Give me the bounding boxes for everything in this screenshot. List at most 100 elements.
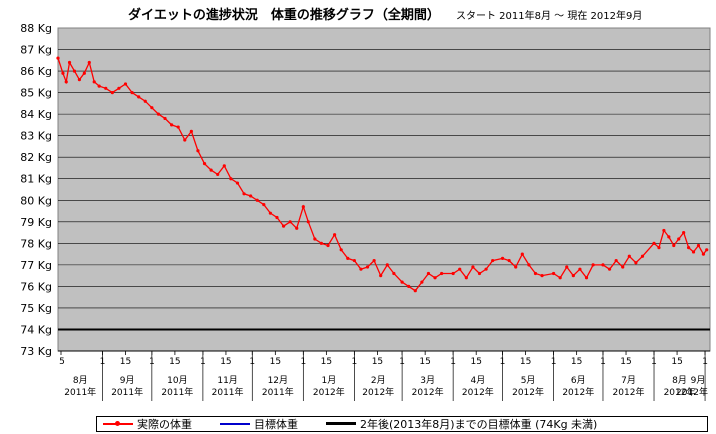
data-point <box>682 230 686 235</box>
x-month-label: 9月 <box>691 375 706 386</box>
legend-swatch-target <box>326 419 356 429</box>
data-point <box>540 274 544 278</box>
data-point <box>163 116 167 121</box>
x-month-label: 3月 <box>420 375 435 386</box>
x-month-label: 6月 <box>571 375 586 386</box>
data-point <box>607 267 612 271</box>
data-point <box>634 261 638 265</box>
legend-label-target: 2年後(2013年8月)までの目標体重 (74Kg 未満) <box>360 418 598 431</box>
y-tick-label: 79 Kg <box>20 216 52 229</box>
x-year-label: 2012年 <box>362 386 394 398</box>
x-day-tick-label: 15 <box>571 357 582 367</box>
y-tick-label: 73 Kg <box>20 345 52 358</box>
x-day-tick-label: 15 <box>169 357 180 367</box>
data-point <box>571 274 575 278</box>
y-axis-ticks: 73 Kg 74 Kg 75 Kg 76 Kg 77 Kg 78 Kg 79 Kg 80 Kg… <box>20 22 52 358</box>
data-point <box>565 265 569 269</box>
y-tick-label: 82 Kg <box>20 151 52 164</box>
x-year-label: 2012年 <box>676 386 708 398</box>
data-point <box>130 91 134 95</box>
data-point <box>346 256 350 261</box>
data-point <box>677 237 681 241</box>
actual-weight-series <box>56 56 709 293</box>
data-point <box>662 228 666 233</box>
data-point <box>458 267 462 271</box>
data-point <box>77 78 82 82</box>
x-day-tick-label: 15 <box>270 357 281 367</box>
legend-swatch-goal <box>220 419 250 429</box>
x-day-tick-label: 15 <box>220 357 231 367</box>
data-point <box>209 168 213 172</box>
data-point <box>333 233 337 237</box>
data-point <box>696 243 701 248</box>
x-year-label: 2012年 <box>412 386 444 398</box>
x-month-label: 8月 <box>73 375 88 386</box>
data-point <box>262 202 266 207</box>
x-month-label: 4月 <box>470 375 485 386</box>
data-point <box>379 274 383 278</box>
y-tick-label: 83 Kg <box>20 130 52 143</box>
data-point <box>558 276 562 280</box>
data-point <box>67 60 72 65</box>
x-day-tick-label: 15 <box>671 357 682 367</box>
x-month-label: 8月 <box>672 375 687 386</box>
data-point <box>520 252 524 256</box>
data-point <box>621 265 625 269</box>
legend-item-goal: 目標体重 <box>214 416 298 432</box>
x-year-label: 2011年 <box>262 386 294 398</box>
x-day-tick-label: 5 <box>59 357 65 367</box>
data-point <box>339 248 343 252</box>
data-point <box>156 112 161 116</box>
data-point <box>150 106 154 110</box>
data-point <box>601 263 605 267</box>
data-point <box>117 86 121 90</box>
data-point <box>229 177 233 181</box>
chart-subtitle: スタート 2011年8月 〜 現在 2012年9月 <box>456 9 642 22</box>
x-year-label: 2012年 <box>512 386 544 398</box>
data-point <box>392 271 396 276</box>
data-point <box>275 215 279 220</box>
data-point <box>400 280 404 284</box>
x-month-label: 5月 <box>521 375 536 386</box>
data-point <box>627 254 631 258</box>
data-point <box>110 91 114 95</box>
data-point <box>451 271 455 276</box>
data-point <box>72 69 77 73</box>
legend: 実際の体重 目標体重 2年後(2013年8月)までの目標体重 (74Kg 未満) <box>96 416 708 432</box>
data-point <box>183 138 187 142</box>
y-tick-label: 88 Kg <box>20 22 52 35</box>
data-point <box>413 289 417 293</box>
data-point <box>640 254 645 258</box>
x-year-label: 2012年 <box>562 386 594 398</box>
data-point <box>222 164 226 168</box>
data-point <box>433 276 437 280</box>
data-point <box>242 192 246 196</box>
y-tick-label: 75 Kg <box>20 302 52 315</box>
data-point <box>551 271 556 276</box>
y-tick-label: 85 Kg <box>20 87 52 100</box>
data-point <box>500 256 505 261</box>
x-month-label: 12月 <box>268 375 288 386</box>
data-point <box>591 263 595 267</box>
data-point <box>123 82 128 86</box>
data-point <box>56 56 60 60</box>
x-month-label: 7月 <box>621 375 636 386</box>
legend-swatch-actual <box>103 419 133 429</box>
data-point <box>578 267 582 271</box>
x-day-tick-label: 15 <box>419 357 430 367</box>
data-point <box>92 80 96 84</box>
y-tick-label: 86 Kg <box>20 65 52 78</box>
y-tick-label: 81 Kg <box>20 173 52 186</box>
data-point <box>295 226 299 230</box>
data-point <box>288 220 292 224</box>
y-tick-label: 74 Kg <box>20 323 52 336</box>
x-month-label: 2月 <box>371 375 386 386</box>
data-point <box>533 271 538 276</box>
data-point <box>249 194 253 198</box>
data-point <box>64 80 68 84</box>
data-point <box>352 258 356 263</box>
data-point <box>87 60 91 65</box>
x-day-tick-label: 15 <box>372 357 383 367</box>
data-point <box>407 284 411 288</box>
